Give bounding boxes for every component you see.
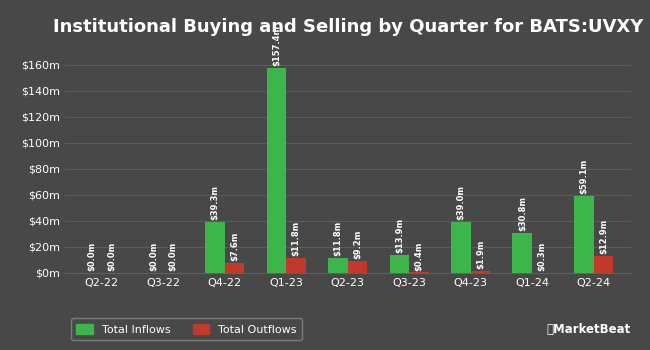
Title: Institutional Buying and Selling by Quarter for BATS:UVXY: Institutional Buying and Selling by Quar… — [53, 18, 643, 36]
Text: $7.6m: $7.6m — [230, 232, 239, 261]
Text: $11.8m: $11.8m — [292, 220, 300, 256]
Bar — [389, 255, 410, 273]
Legend: Total Inflows, Total Outflows: Total Inflows, Total Outflows — [71, 318, 302, 340]
Text: $30.8m: $30.8m — [518, 196, 527, 231]
Text: $59.1m: $59.1m — [579, 159, 588, 194]
Text: $12.9m: $12.9m — [599, 219, 608, 254]
Text: $13.9m: $13.9m — [395, 218, 404, 253]
Text: $0.3m: $0.3m — [538, 241, 547, 271]
Text: $0.0m: $0.0m — [149, 242, 158, 271]
Bar — [593, 256, 614, 273]
Bar — [225, 263, 244, 273]
Text: $0.4m: $0.4m — [415, 241, 424, 271]
Bar — [348, 261, 367, 273]
Text: $39.0m: $39.0m — [456, 186, 465, 220]
Bar — [512, 233, 532, 273]
Text: $0.0m: $0.0m — [88, 242, 97, 271]
Text: $9.2m: $9.2m — [353, 230, 362, 259]
Text: $0.0m: $0.0m — [169, 242, 177, 271]
Text: $11.8m: $11.8m — [333, 220, 343, 256]
Bar — [286, 258, 306, 273]
Bar — [451, 222, 471, 273]
Bar — [328, 258, 348, 273]
Bar — [205, 222, 225, 273]
Text: $1.9m: $1.9m — [476, 239, 485, 268]
Bar — [574, 196, 593, 273]
Bar — [266, 68, 286, 273]
Text: $39.3m: $39.3m — [211, 185, 220, 220]
Text: $157.4m: $157.4m — [272, 25, 281, 66]
Text: ⽿MarketBeat: ⽿MarketBeat — [546, 323, 630, 336]
Text: $0.0m: $0.0m — [107, 242, 116, 271]
Bar — [471, 271, 490, 273]
